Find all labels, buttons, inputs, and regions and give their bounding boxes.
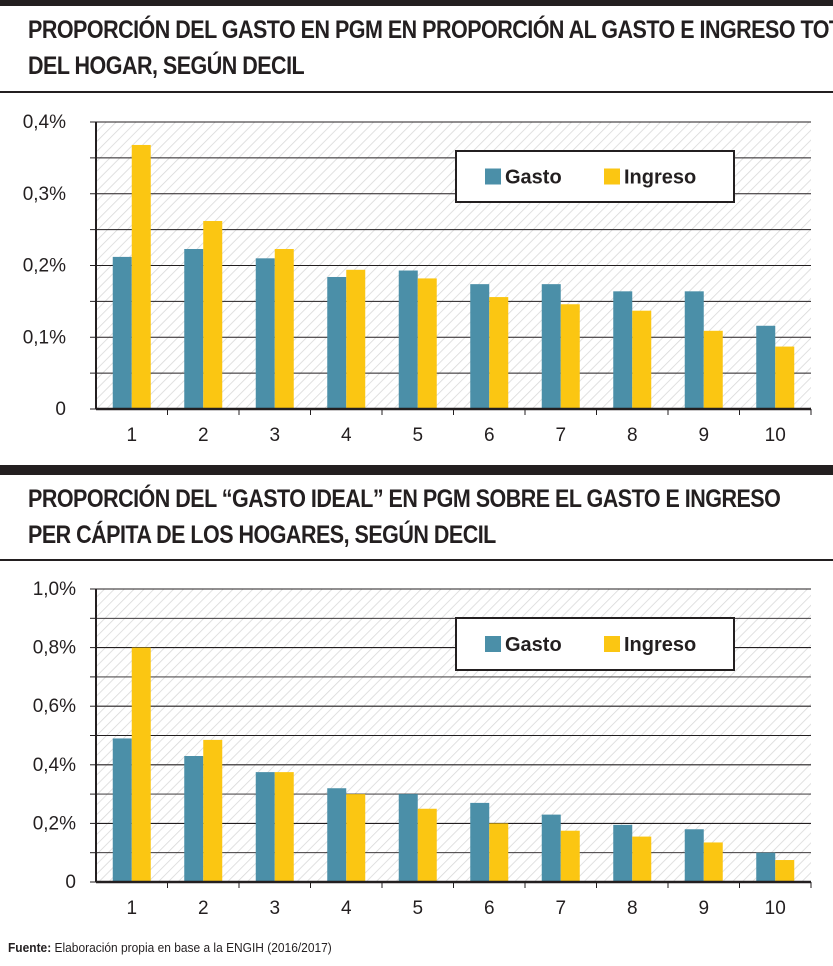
bar-gasto	[756, 325, 776, 409]
x-tick-label: 7	[555, 898, 566, 919]
x-tick-label: 8	[627, 425, 638, 446]
bar-ingreso	[417, 278, 437, 409]
bar-ingreso	[131, 647, 151, 882]
y-tick-label: 0,2%	[23, 256, 66, 277]
x-tick-label: 4	[341, 898, 352, 919]
bar-ingreso	[703, 330, 723, 409]
bar-gasto	[184, 248, 204, 409]
x-tick-label: 10	[765, 898, 786, 919]
y-tick-label: 1,0%	[33, 579, 76, 600]
chart-1-title-line-1: PROPORCIÓN DEL GASTO EN PGM EN PROPORCIÓ…	[28, 16, 833, 44]
bar-gasto	[327, 276, 347, 409]
legend-box	[455, 617, 735, 671]
y-tick-label: 0,4%	[23, 112, 66, 133]
chart-1-title: PROPORCIÓN DEL GASTO EN PGM EN PROPORCIÓ…	[28, 12, 833, 84]
legend-swatch-gasto	[485, 168, 501, 185]
x-tick-label: 2	[198, 425, 209, 446]
x-tick-label: 1	[126, 425, 137, 446]
chart-2-title-line-1: PROPORCIÓN DEL “GASTO IDEAL” EN PGM SOBR…	[28, 485, 781, 513]
x-tick-label: 10	[765, 425, 786, 446]
bar-gasto	[255, 258, 275, 409]
chart-2-title-rule	[0, 559, 833, 561]
bar-gasto	[470, 802, 490, 882]
legend-swatch-gasto	[485, 636, 501, 652]
bar-gasto	[684, 829, 704, 882]
chart-2-title: PROPORCIÓN DEL “GASTO IDEAL” EN PGM SOBR…	[28, 481, 781, 553]
bar-ingreso	[703, 842, 723, 882]
y-tick-label: 0,2%	[33, 813, 76, 834]
bar-gasto	[112, 256, 132, 409]
bar-ingreso	[775, 860, 795, 882]
bar-gasto	[541, 284, 561, 409]
y-tick-label: 0	[55, 399, 66, 420]
source-label: Fuente:	[8, 940, 52, 955]
source-note: Fuente: Elaboración propia en base a la …	[8, 940, 332, 955]
bar-ingreso	[203, 221, 223, 409]
bar-gasto	[184, 756, 204, 882]
bar-gasto	[398, 794, 418, 882]
x-tick-label: 7	[555, 425, 566, 446]
top-bar	[0, 0, 833, 6]
bar-gasto	[756, 852, 776, 882]
source-text: Elaboración propia en base a la ENGIH (2…	[51, 940, 332, 955]
legend-label-gasto: Gasto	[505, 167, 562, 189]
bar-gasto	[470, 284, 490, 409]
bar-gasto	[255, 772, 275, 882]
bar-gasto	[613, 824, 633, 882]
bar-ingreso	[560, 304, 580, 409]
bar-ingreso	[203, 739, 223, 882]
x-tick-label: 5	[412, 898, 423, 919]
legend-label-ingreso: Ingreso	[624, 634, 696, 656]
chart-2-svg: 0 0,2% 0,4% 0,6% 0,8% 1,0% 1 2 3 4 5 6 7 8 9 10 Gasto Ing…	[33, 579, 812, 919]
legend-label-gasto: Gasto	[505, 634, 562, 656]
x-tick-label: 1	[126, 898, 137, 919]
bar-gasto	[112, 738, 132, 882]
bar-gasto	[327, 788, 347, 882]
section-divider	[0, 465, 833, 475]
x-tick-label: 3	[269, 898, 280, 919]
x-tick-label: 9	[698, 898, 709, 919]
bar-gasto	[684, 291, 704, 409]
bar-gasto	[541, 814, 561, 882]
x-tick-label: 3	[269, 425, 280, 446]
chart-1-title-rule	[0, 91, 833, 93]
bar-ingreso	[274, 772, 294, 882]
legend-label-ingreso: Ingreso	[624, 167, 696, 189]
bar-ingreso	[560, 830, 580, 882]
chart-2-title-line-2: PER CÁPITA DE LOS HOGARES, SEGÚN DECIL	[28, 521, 496, 549]
y-tick-label: 0,6%	[33, 696, 76, 717]
y-tick-label: 0,8%	[33, 638, 76, 659]
x-tick-label: 4	[341, 425, 352, 446]
bar-ingreso	[417, 808, 437, 882]
bar-ingreso	[274, 248, 294, 409]
y-tick-label: 0,3%	[23, 184, 66, 205]
chart-1-title-line-2: DEL HOGAR, SEGÚN DECIL	[28, 52, 305, 80]
bar-ingreso	[632, 310, 652, 409]
bar-ingreso	[775, 346, 795, 409]
bar-ingreso	[131, 144, 151, 409]
x-tick-label: 6	[484, 425, 495, 446]
legend-swatch-ingreso	[604, 168, 620, 185]
y-tick-label: 0	[65, 872, 76, 893]
chart-2: 0 0,2% 0,4% 0,6% 0,8% 1,0% 1 2 3 4 5 6 7 8 9 10 Gasto Ing…	[0, 562, 833, 934]
bar-gasto	[398, 270, 418, 409]
bar-gasto	[613, 291, 633, 409]
x-tick-label: 5	[412, 425, 423, 446]
bar-ingreso	[489, 823, 509, 882]
x-tick-label: 2	[198, 898, 209, 919]
legend-swatch-ingreso	[604, 636, 620, 652]
x-tick-label: 8	[627, 898, 638, 919]
bar-ingreso	[632, 836, 652, 882]
y-tick-label: 0,1%	[23, 327, 66, 348]
bar-ingreso	[346, 794, 366, 882]
chart-1: 0 0,1% 0,2% 0,3% 0,4% 1 2 3 4 5 6 7 8 9 10 Gasto Ingreso	[0, 94, 833, 460]
bar-ingreso	[346, 269, 366, 409]
bar-ingreso	[489, 297, 509, 409]
x-tick-label: 9	[698, 425, 709, 446]
y-tick-label: 0,4%	[33, 755, 76, 776]
chart-1-svg: 0 0,1% 0,2% 0,3% 0,4% 1 2 3 4 5 6 7 8 9 10 Gasto Ingreso	[23, 112, 812, 446]
legend-box	[455, 150, 735, 203]
x-tick-label: 6	[484, 898, 495, 919]
